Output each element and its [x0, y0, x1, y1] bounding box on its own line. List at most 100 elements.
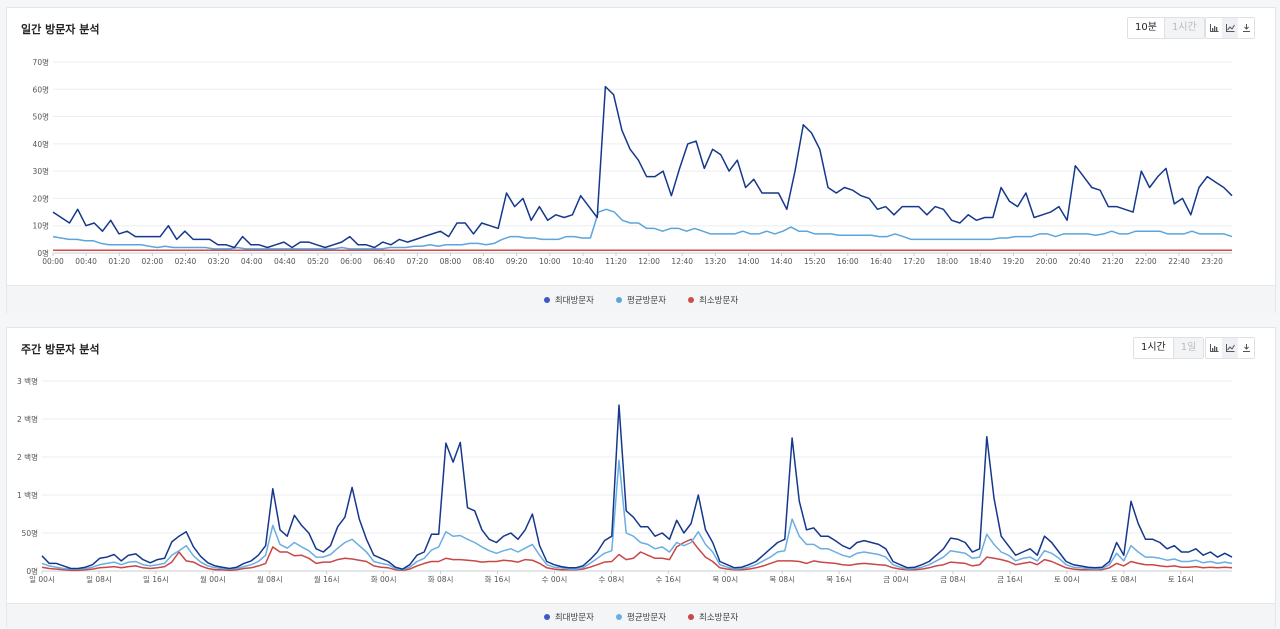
x-tick-label: 11:20 — [605, 257, 627, 266]
x-tick-label: 수 08시 — [599, 575, 625, 584]
x-tick-label: 08:00 — [440, 257, 462, 266]
x-tick-label: 10:00 — [539, 257, 561, 266]
series-line-2[interactable] — [41, 538, 1233, 572]
y-tick-label: 2 백명 — [17, 452, 38, 462]
series-line-1[interactable] — [41, 459, 1233, 571]
x-tick-label: 23:20 — [1201, 257, 1223, 266]
x-tick-label: 16:00 — [837, 257, 859, 266]
x-tick-label: 07:20 — [406, 257, 428, 266]
y-tick-label: 3 백명 — [17, 376, 38, 386]
x-tick-label: 18:00 — [936, 257, 958, 266]
download-icon[interactable] — [1238, 18, 1254, 38]
x-tick-label: 목 16시 — [826, 575, 852, 584]
x-tick-label: 13:20 — [705, 257, 727, 266]
x-tick-label: 01:20 — [108, 257, 130, 266]
y-tick-label: 20명 — [33, 193, 49, 203]
x-tick-label: 21:20 — [1102, 257, 1124, 266]
x-tick-label: 14:40 — [771, 257, 793, 266]
x-tick-label: 05:20 — [307, 257, 329, 266]
bar-chart-icon[interactable] — [1206, 338, 1222, 358]
x-tick-label: 17:20 — [903, 257, 925, 266]
legend-dot-icon — [688, 297, 695, 303]
daily-panel-title: 일간 방문자 분석 — [21, 23, 100, 36]
daily-line-chart: 0명 10명 20명 30명 40명 50명 60명 70명 00:00 00:40 01:20 02… — [33, 57, 1233, 266]
weekly-chart-tools — [1205, 337, 1255, 359]
x-tick-label: 22:40 — [1168, 257, 1190, 266]
x-tick-label: 금 00시 — [883, 575, 909, 584]
x-tick-label: 20:40 — [1069, 257, 1091, 266]
x-tick-label: 수 00시 — [542, 575, 568, 584]
weekly-interval-tabs: 1시간 1일 — [1133, 337, 1205, 359]
x-tick-label: 12:00 — [638, 257, 660, 266]
x-tick-label: 수 16시 — [655, 575, 681, 584]
x-tick-label: 15:20 — [804, 257, 826, 266]
x-tick-label: 월 08시 — [257, 574, 283, 584]
legend-dot-icon — [543, 297, 550, 303]
legend-item-min[interactable]: 최소방문자 — [688, 294, 738, 306]
x-tick-label: 19:20 — [1003, 257, 1025, 266]
weekly-line-chart: 0명 50명 1 백명 2 백명 2 백명 3 백명일 00시 일 08시 일 16시 월 00… — [17, 376, 1233, 584]
x-tick-label: 금 08시 — [940, 575, 966, 584]
x-tick-label: 00:00 — [42, 257, 64, 266]
series-line-0[interactable] — [52, 85, 1233, 249]
download-icon[interactable] — [1238, 338, 1254, 358]
x-tick-label: 16:40 — [870, 257, 892, 266]
legend-item-max[interactable]: 최대방문자 — [543, 611, 594, 623]
x-tick-label: 화 16시 — [485, 575, 511, 584]
x-tick-label: 03:20 — [208, 257, 230, 266]
tab-1day[interactable]: 1일 — [1172, 338, 1204, 358]
legend-dot-icon — [543, 613, 550, 620]
x-tick-label: 02:40 — [175, 257, 197, 266]
tab-10min[interactable]: 10분 — [1128, 18, 1164, 38]
series-line-0[interactable] — [41, 404, 1233, 570]
x-tick-label: 22:00 — [1135, 257, 1157, 266]
y-tick-label: 70명 — [33, 57, 49, 67]
x-tick-label: 04:00 — [241, 257, 263, 266]
x-tick-label: 12:40 — [671, 257, 693, 266]
weekly-visitor-panel: 주간 방문자 분석 1시간 1일 0명 50명 1 백명 2 백명 2 백명 3 백명 일 … — [6, 327, 1276, 629]
x-tick-label: 04:40 — [274, 257, 296, 266]
series-line-1[interactable] — [52, 208, 1233, 250]
y-tick-label: 50명 — [22, 528, 38, 538]
daily-visitor-panel: 일간 방문자 분석 10분 1시간 0명 10명 20명 30명 40명 50명 60명 70… — [6, 7, 1276, 314]
daily-interval-tabs: 10분 1시간 — [1127, 17, 1205, 39]
tab-1hour[interactable]: 1시간 — [1134, 338, 1173, 358]
x-tick-label: 화 08시 — [428, 575, 454, 584]
x-tick-label: 00:40 — [75, 257, 97, 266]
x-tick-label: 목 08시 — [769, 575, 795, 584]
legend-dot-icon — [615, 297, 622, 303]
legend-item-avg[interactable]: 평균방문자 — [615, 611, 666, 623]
x-tick-label: 06:00 — [340, 257, 362, 266]
x-tick-label: 20:00 — [1036, 257, 1058, 266]
y-tick-label: 40명 — [33, 139, 49, 149]
legend-item-max[interactable]: 최대방문자 — [543, 294, 594, 306]
bar-chart-icon[interactable] — [1206, 18, 1222, 38]
line-chart-icon[interactable] — [1222, 338, 1238, 358]
y-tick-label: 30명 — [33, 166, 49, 176]
x-tick-label: 일 16시 — [143, 575, 169, 584]
x-tick-label: 06:40 — [373, 257, 395, 266]
line-chart-icon[interactable] — [1222, 18, 1238, 38]
weekly-panel-title: 주간 방문자 분석 — [21, 343, 100, 356]
legend-item-min[interactable]: 최소방문자 — [688, 611, 738, 623]
y-tick-label: 60명 — [33, 84, 49, 94]
y-tick-label: 0명 — [37, 248, 49, 258]
x-tick-label: 토 16시 — [1168, 575, 1194, 584]
y-tick-label: 50명 — [33, 112, 49, 122]
y-tick-label: 10명 — [33, 221, 49, 231]
x-tick-label: 월 00시 — [200, 574, 226, 584]
x-tick-label: 10:40 — [572, 257, 594, 266]
legend-item-avg[interactable]: 평균방문자 — [615, 294, 666, 306]
x-tick-label: 14:00 — [738, 257, 760, 266]
x-tick-label: 일 00시 — [29, 575, 55, 584]
tab-1hour[interactable]: 1시간 — [1163, 18, 1204, 38]
y-tick-label: 1 백명 — [17, 490, 38, 500]
x-tick-label: 02:00 — [142, 257, 164, 266]
x-tick-label: 화 00시 — [371, 575, 397, 584]
legend-dot-icon — [615, 613, 622, 620]
x-tick-label: 토 08시 — [1111, 575, 1137, 584]
x-tick-label: 토 00시 — [1054, 575, 1080, 584]
x-tick-label: 목 00시 — [712, 575, 738, 584]
weekly-legend: 최대방문자 평균방문자 최소방문자 — [7, 603, 1275, 629]
x-tick-label: 일 08시 — [86, 575, 112, 584]
